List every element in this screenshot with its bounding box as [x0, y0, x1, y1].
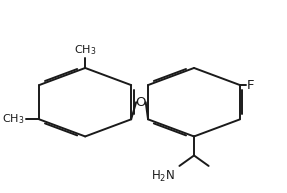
- Text: F: F: [247, 79, 254, 92]
- Text: H$_2$N: H$_2$N: [151, 169, 175, 184]
- Text: CH$_3$: CH$_3$: [74, 43, 96, 57]
- Text: O: O: [136, 96, 146, 109]
- Text: CH$_3$: CH$_3$: [2, 113, 25, 126]
